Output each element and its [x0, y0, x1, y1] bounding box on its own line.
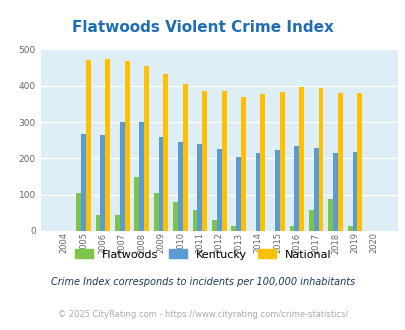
- Bar: [211, 220, 216, 231]
- Bar: [274, 150, 279, 231]
- Bar: [115, 215, 119, 231]
- Bar: [260, 94, 264, 231]
- Bar: [352, 152, 356, 231]
- Bar: [313, 148, 318, 231]
- Bar: [294, 146, 298, 231]
- Bar: [318, 88, 323, 231]
- Bar: [105, 59, 110, 231]
- Bar: [100, 135, 105, 231]
- Bar: [144, 66, 149, 231]
- Bar: [173, 202, 178, 231]
- Bar: [221, 90, 226, 231]
- Bar: [241, 97, 245, 231]
- Bar: [333, 153, 337, 231]
- Bar: [328, 199, 333, 231]
- Bar: [124, 61, 129, 231]
- Bar: [289, 226, 294, 231]
- Legend: Flatwoods, Kentucky, National: Flatwoods, Kentucky, National: [70, 245, 335, 264]
- Bar: [202, 90, 207, 231]
- Text: © 2025 CityRating.com - https://www.cityrating.com/crime-statistics/: © 2025 CityRating.com - https://www.city…: [58, 310, 347, 319]
- Bar: [347, 226, 352, 231]
- Bar: [236, 157, 241, 231]
- Text: Crime Index corresponds to incidents per 100,000 inhabitants: Crime Index corresponds to incidents per…: [51, 278, 354, 287]
- Bar: [337, 93, 342, 231]
- Bar: [134, 177, 139, 231]
- Bar: [158, 137, 163, 231]
- Bar: [81, 134, 86, 231]
- Bar: [279, 92, 284, 231]
- Bar: [255, 153, 260, 231]
- Bar: [192, 210, 197, 231]
- Bar: [356, 93, 361, 231]
- Bar: [163, 74, 168, 231]
- Bar: [139, 122, 144, 231]
- Bar: [308, 210, 313, 231]
- Bar: [86, 60, 91, 231]
- Bar: [153, 193, 158, 231]
- Bar: [216, 149, 221, 231]
- Bar: [96, 215, 100, 231]
- Bar: [76, 193, 81, 231]
- Bar: [231, 226, 236, 231]
- Bar: [119, 122, 124, 231]
- Text: Flatwoods Violent Crime Index: Flatwoods Violent Crime Index: [72, 20, 333, 35]
- Bar: [197, 144, 202, 231]
- Bar: [178, 142, 182, 231]
- Bar: [298, 86, 303, 231]
- Bar: [182, 84, 187, 231]
